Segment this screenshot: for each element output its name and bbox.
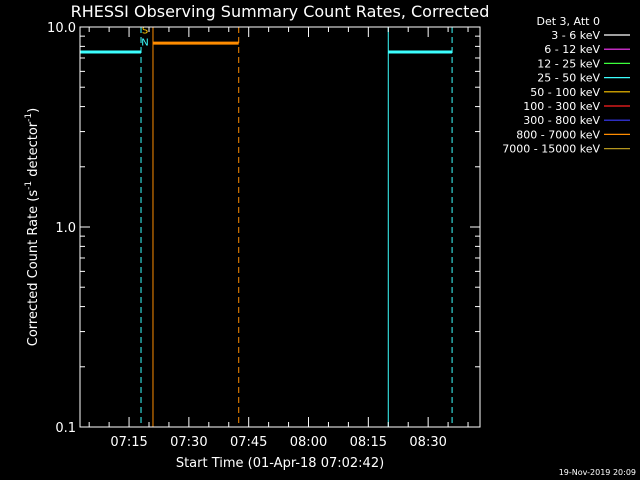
y-tick-label: 1.0 [55,221,76,236]
y-axis-label-part: detector [26,121,41,181]
legend-entry-label: 25 - 50 keV [537,72,600,85]
legend-entry-label: 12 - 25 keV [537,57,600,70]
x-tick-label: 07:45 [230,435,267,450]
x-tick-label: 07:30 [170,435,207,450]
y-axis-label-part: ) [26,108,41,113]
y-axis-label-part: Corrected Count Rate (s [26,190,41,347]
attenuator-marker: N [141,37,148,48]
x-axis-label: Start Time (01-Apr-18 07:02:42) [176,456,384,471]
legend-entry-label: 6 - 12 keV [544,43,600,56]
legend-entry-label: 7000 - 15000 keV [502,143,600,156]
legend-entry-label: 50 - 100 keV [530,86,600,99]
x-tick-label: 08:30 [409,435,446,450]
legend-title: Det 3, Att 0 [537,15,601,28]
legend-entry-label: 3 - 6 keV [551,29,600,42]
y-axis-label-superscript: -1 [24,181,34,190]
y-axis-label-superscript: -1 [24,113,34,122]
chart-title: RHESSI Observing Summary Count Rates, Co… [71,2,490,21]
x-tick-label: 07:15 [110,435,147,450]
legend-entry-label: 300 - 800 keV [523,114,600,127]
y-tick-label: 0.1 [55,421,76,436]
x-tick-label: 08:00 [290,435,327,450]
axis-ticks: 0.1 1.0 10.0 07:15 07:30 07:45 08:00 08:15 08:30 [47,21,480,450]
legend-entry-label: 800 - 7000 keV [516,128,600,141]
plot-frame [79,26,481,428]
legend-entry-label: 100 - 300 keV [523,100,600,113]
attenuator-marker: S [142,25,148,36]
footer-timestamp: 19-Nov-2019 20:09 [559,468,636,477]
x-tick-label: 08:15 [350,435,387,450]
plot-layer: SN [79,25,453,427]
y-tick-label: 10.0 [47,21,76,36]
y-axis-label: Corrected Count Rate (s-1 detector-1) [24,108,41,346]
